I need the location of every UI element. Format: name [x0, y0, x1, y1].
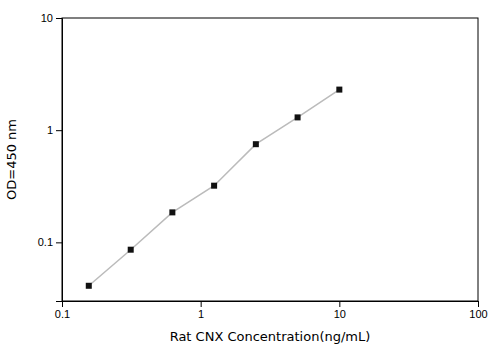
- x-axis-title: Rat CNX Concentration(ng/mL): [170, 329, 371, 344]
- tick: 1: [47, 124, 62, 136]
- marks: [86, 87, 343, 289]
- chart: 0.1 1 10 100 0.1 1 10 Rat CNX Concentration(ng/…: [0, 0, 500, 351]
- point: [128, 247, 134, 253]
- y-axis-title: OD=450 nm: [4, 119, 19, 200]
- tick: 100: [469, 301, 487, 320]
- point: [295, 114, 301, 120]
- tick-label: 0.1: [38, 236, 53, 248]
- x-axis: 0.1 1 10 100: [55, 301, 488, 320]
- tick-label: 1: [47, 124, 53, 136]
- tick-mark: [56, 130, 62, 131]
- y-axis: 0.1 1 10: [38, 12, 63, 301]
- plot: 0.1 1 10 100 0.1 1 10: [38, 12, 488, 320]
- tick-mark: [56, 18, 62, 19]
- point: [336, 87, 342, 93]
- tick-mark: [339, 301, 340, 307]
- tick-label: 10: [334, 308, 346, 320]
- plot-frame: [62, 18, 478, 301]
- tick-mark: [201, 301, 202, 307]
- tick: 10: [41, 12, 62, 24]
- point: [253, 141, 259, 147]
- tick: 0.1: [38, 236, 62, 248]
- tick: 1: [198, 301, 204, 320]
- tick-label: 100: [469, 308, 487, 320]
- tick-label: 10: [41, 12, 53, 24]
- tick-label: 0.1: [55, 308, 70, 320]
- tick-mark: [478, 301, 479, 307]
- tick: 10: [334, 301, 346, 320]
- tick-mark: [56, 242, 62, 243]
- point: [169, 209, 175, 215]
- tick-label: 1: [198, 308, 204, 320]
- point: [86, 283, 92, 289]
- line: [89, 90, 340, 286]
- tick: 0.1: [55, 301, 70, 320]
- point: [211, 183, 217, 189]
- axis-line: [63, 302, 479, 308]
